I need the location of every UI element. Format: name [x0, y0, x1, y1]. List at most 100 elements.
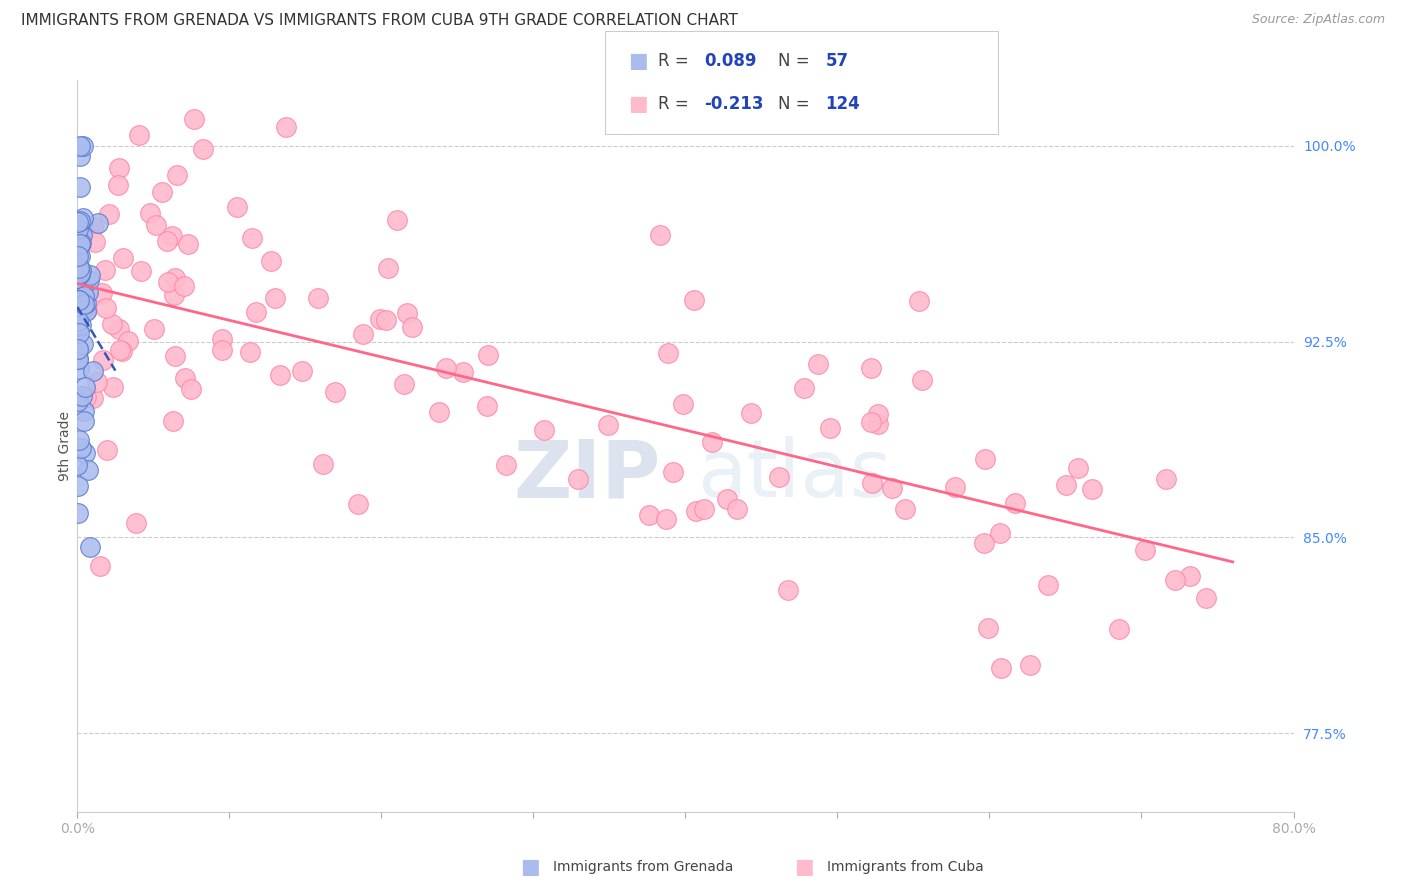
Text: ■: ■ [628, 94, 648, 114]
Point [108, 322, 131, 336]
Point [165, 271, 187, 285]
Point [70, 236, 93, 251]
Point [72, 301, 94, 316]
Point [82, 364, 104, 378]
Point [911, 373, 934, 387]
Point [793, 381, 815, 395]
Point [1019, 658, 1042, 673]
Point [77, 285, 100, 299]
Point [69, 441, 91, 455]
Point [973, 535, 995, 549]
Text: ■: ■ [628, 51, 648, 71]
Point [269, 368, 291, 382]
Point [245, 305, 267, 319]
Point [91, 353, 114, 368]
Point [67, 326, 90, 340]
Point [907, 294, 929, 309]
Point [91, 286, 114, 301]
Point [73, 297, 96, 311]
Point [162, 414, 184, 428]
Point [672, 397, 695, 411]
Point [87, 216, 110, 230]
Point [347, 497, 370, 511]
Point [94, 263, 117, 277]
Point [239, 344, 262, 359]
Point [375, 313, 398, 327]
Point [495, 458, 517, 472]
Point [139, 205, 162, 219]
Point [66, 243, 89, 257]
Point [163, 349, 186, 363]
Point [352, 326, 374, 341]
Point [166, 168, 188, 182]
Point [66, 314, 89, 328]
Point [807, 357, 830, 371]
Point [191, 142, 214, 156]
Point [66, 280, 89, 294]
Text: atlas: atlas [697, 436, 891, 515]
Point [67, 293, 90, 307]
Point [427, 405, 450, 419]
Point [66, 321, 89, 335]
Point [75, 380, 97, 394]
Text: Source: ZipAtlas.com: Source: ZipAtlas.com [1251, 13, 1385, 27]
Point [173, 371, 195, 385]
Point [72, 138, 94, 153]
Point [702, 435, 724, 450]
Point [1164, 573, 1187, 587]
Point [173, 279, 195, 293]
Point [740, 407, 762, 421]
Point [66, 215, 89, 229]
Point [818, 421, 841, 435]
Point [211, 332, 233, 346]
Text: 0.089: 0.089 [704, 52, 756, 70]
Point [79, 273, 101, 287]
Point [377, 260, 399, 275]
Point [67, 249, 90, 263]
Point [307, 291, 329, 305]
Point [150, 186, 173, 200]
Point [657, 345, 679, 359]
Point [128, 128, 150, 143]
Point [67, 506, 90, 520]
Point [66, 222, 89, 236]
Point [157, 275, 180, 289]
Text: Immigrants from Cuba: Immigrants from Cuba [827, 860, 983, 874]
Point [177, 237, 200, 252]
Text: N =: N = [778, 52, 814, 70]
Point [66, 271, 89, 285]
Point [533, 423, 555, 437]
Point [70, 263, 93, 277]
Point [1133, 543, 1156, 558]
Point [716, 491, 738, 506]
Point [1066, 461, 1088, 475]
Point [973, 452, 995, 467]
Point [395, 306, 418, 320]
Point [103, 380, 125, 394]
Point [73, 414, 96, 428]
Text: 57: 57 [825, 52, 848, 70]
Point [240, 230, 263, 244]
Point [988, 525, 1011, 540]
Point [274, 120, 297, 135]
Point [477, 399, 499, 413]
Point [69, 249, 91, 263]
Point [96, 301, 118, 315]
Point [776, 583, 799, 598]
Point [990, 661, 1012, 675]
Point [67, 433, 90, 447]
Point [79, 268, 101, 282]
Point [226, 200, 249, 214]
Text: N =: N = [778, 95, 814, 113]
Point [111, 344, 134, 359]
Point [943, 480, 966, 494]
Point [385, 212, 408, 227]
Point [160, 228, 183, 243]
Point [72, 218, 94, 232]
Point [76, 295, 98, 310]
Point [108, 343, 131, 358]
Point [69, 270, 91, 285]
Point [69, 237, 91, 252]
Point [312, 457, 335, 471]
Point [96, 442, 118, 457]
